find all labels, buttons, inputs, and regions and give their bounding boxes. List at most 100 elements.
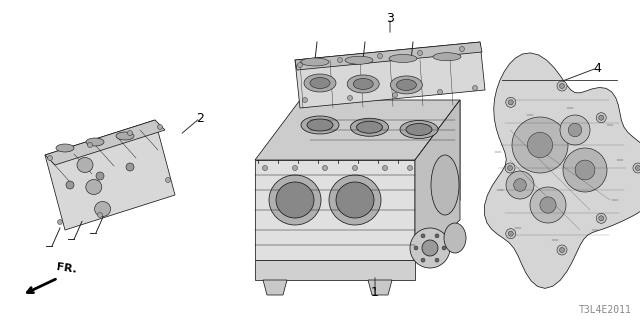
- Circle shape: [166, 178, 170, 182]
- Circle shape: [298, 62, 303, 68]
- Circle shape: [392, 92, 397, 98]
- Ellipse shape: [86, 138, 104, 146]
- Circle shape: [88, 142, 93, 148]
- Circle shape: [560, 115, 590, 145]
- Circle shape: [508, 165, 513, 171]
- Ellipse shape: [351, 118, 388, 136]
- Ellipse shape: [356, 121, 383, 133]
- Text: 3: 3: [386, 12, 394, 25]
- Ellipse shape: [77, 157, 93, 172]
- Ellipse shape: [400, 121, 438, 139]
- Ellipse shape: [444, 223, 466, 253]
- Polygon shape: [368, 280, 392, 295]
- Circle shape: [557, 81, 567, 91]
- Circle shape: [438, 90, 442, 94]
- Polygon shape: [255, 260, 415, 280]
- Circle shape: [527, 132, 552, 157]
- Polygon shape: [263, 280, 287, 295]
- Circle shape: [568, 123, 582, 137]
- Ellipse shape: [390, 76, 422, 94]
- Circle shape: [383, 165, 387, 171]
- Circle shape: [127, 131, 132, 135]
- Circle shape: [599, 216, 604, 221]
- Ellipse shape: [329, 175, 381, 225]
- Circle shape: [417, 51, 422, 55]
- Circle shape: [559, 84, 564, 89]
- Circle shape: [505, 163, 515, 173]
- Circle shape: [530, 187, 566, 223]
- Ellipse shape: [86, 180, 102, 195]
- Circle shape: [442, 246, 446, 250]
- Ellipse shape: [431, 155, 459, 215]
- Circle shape: [472, 85, 477, 91]
- Text: 4: 4: [593, 61, 601, 75]
- Text: FR.: FR.: [56, 262, 77, 275]
- Circle shape: [633, 163, 640, 173]
- Circle shape: [337, 58, 342, 62]
- Circle shape: [97, 212, 102, 218]
- Circle shape: [460, 46, 465, 52]
- Circle shape: [540, 197, 556, 213]
- Ellipse shape: [56, 144, 74, 152]
- Polygon shape: [415, 100, 460, 260]
- Ellipse shape: [301, 58, 329, 66]
- Circle shape: [421, 258, 425, 262]
- Circle shape: [575, 160, 595, 180]
- Ellipse shape: [276, 182, 314, 218]
- Circle shape: [58, 220, 63, 225]
- Polygon shape: [255, 160, 415, 260]
- Polygon shape: [295, 42, 485, 108]
- Polygon shape: [45, 120, 165, 165]
- Ellipse shape: [433, 53, 461, 61]
- Circle shape: [435, 234, 439, 238]
- Circle shape: [292, 165, 298, 171]
- Circle shape: [421, 234, 425, 238]
- Circle shape: [506, 229, 516, 239]
- Text: 2: 2: [196, 111, 204, 124]
- Circle shape: [599, 115, 604, 120]
- Circle shape: [414, 246, 418, 250]
- Circle shape: [514, 179, 526, 191]
- Polygon shape: [255, 100, 460, 160]
- Polygon shape: [415, 100, 460, 260]
- Text: 1: 1: [371, 286, 379, 300]
- Ellipse shape: [336, 182, 374, 218]
- Ellipse shape: [353, 78, 373, 90]
- Ellipse shape: [345, 56, 373, 64]
- Ellipse shape: [116, 132, 134, 140]
- Circle shape: [66, 181, 74, 189]
- Circle shape: [559, 247, 564, 252]
- Circle shape: [348, 95, 353, 100]
- Circle shape: [262, 165, 268, 171]
- Circle shape: [557, 245, 567, 255]
- Circle shape: [323, 165, 328, 171]
- Circle shape: [422, 240, 438, 256]
- Polygon shape: [295, 42, 482, 70]
- Circle shape: [410, 228, 450, 268]
- Ellipse shape: [307, 119, 333, 131]
- Circle shape: [157, 124, 163, 130]
- Circle shape: [47, 156, 52, 161]
- Circle shape: [126, 163, 134, 171]
- Ellipse shape: [396, 79, 417, 91]
- Circle shape: [596, 213, 606, 223]
- Ellipse shape: [389, 54, 417, 62]
- Ellipse shape: [406, 124, 432, 135]
- Circle shape: [506, 97, 516, 107]
- Circle shape: [508, 100, 513, 105]
- Polygon shape: [45, 120, 175, 230]
- Circle shape: [435, 258, 439, 262]
- Polygon shape: [484, 53, 640, 288]
- Circle shape: [563, 148, 607, 192]
- Ellipse shape: [347, 75, 379, 93]
- Ellipse shape: [301, 116, 339, 134]
- Text: T3L4E2011: T3L4E2011: [579, 305, 632, 315]
- Ellipse shape: [304, 74, 336, 92]
- Ellipse shape: [310, 77, 330, 89]
- Circle shape: [378, 53, 383, 59]
- Circle shape: [512, 117, 568, 173]
- Circle shape: [408, 165, 413, 171]
- Circle shape: [506, 171, 534, 199]
- Circle shape: [353, 165, 358, 171]
- Circle shape: [96, 172, 104, 180]
